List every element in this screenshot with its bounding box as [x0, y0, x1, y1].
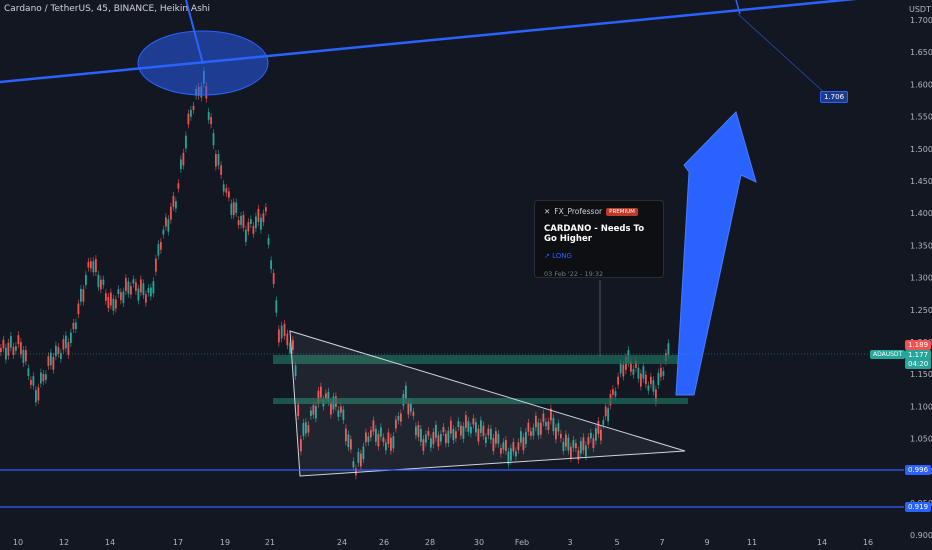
- time-tick-label: 28: [425, 538, 435, 547]
- high-price-label: 1.189: [905, 340, 932, 350]
- quote-currency-label: USDT: [909, 5, 931, 14]
- idea-date: 03 Feb '22 - 19:32: [544, 270, 604, 278]
- price-tick-label: 1.250: [910, 306, 932, 315]
- time-tick-label: 16: [863, 538, 873, 547]
- time-tick-label: 10: [13, 538, 23, 547]
- time-tick-label: 30: [474, 538, 484, 547]
- target-price-label: 1.706: [820, 91, 849, 103]
- price-tick-label: 1.100: [910, 402, 932, 411]
- price-tick-label: 1.300: [910, 274, 932, 283]
- price-tick-label: 0.900: [910, 531, 932, 540]
- chart-title: Cardano / TetherUS, 45, BINANCE, Heikin …: [4, 4, 210, 14]
- premium-badge: PREMIUM: [606, 207, 638, 216]
- time-tick-label: 12: [59, 538, 69, 547]
- idea-direction: ↗ LONG: [544, 252, 572, 260]
- price-tick-label: 1.600: [910, 80, 932, 89]
- symbol-label: ADAUSDT: [870, 350, 906, 359]
- time-tick-label: Feb: [515, 538, 529, 547]
- idea-card[interactable]: ✕ FX_Professor PREMIUM CARDANO - Needs T…: [534, 200, 664, 278]
- target-marker-line[interactable]: [735, 0, 741, 15]
- time-tick-label: 3: [567, 538, 572, 547]
- price-tick-label: 1.450: [910, 177, 932, 186]
- upward-arrow[interactable]: [675, 111, 757, 396]
- target-line[interactable]: [737, 13, 829, 97]
- time-tick-label: 17: [173, 538, 183, 547]
- author-avatar-icon: ✕: [544, 207, 551, 216]
- time-tick-label: 14: [817, 538, 827, 547]
- price-tick-label: 1.700: [910, 16, 932, 25]
- resistance-zone[interactable]: [273, 355, 678, 364]
- support-zone[interactable]: [273, 398, 688, 404]
- trend-up-icon: ↗: [544, 252, 550, 260]
- price-tick-label: 1.550: [910, 113, 932, 122]
- price-tick-label: 1.500: [910, 145, 932, 154]
- time-tick-label: 7: [659, 538, 664, 547]
- support-0996-label: 0.996: [905, 465, 932, 475]
- time-tick-label: 5: [614, 538, 619, 547]
- idea-headline[interactable]: CARDANO - Needs To Go Higher: [544, 224, 645, 244]
- peak-highlight-ellipse[interactable]: [137, 30, 269, 96]
- price-tick-label: 1.150: [910, 370, 932, 379]
- descending-triangle[interactable]: [289, 330, 686, 477]
- idea-author[interactable]: FX_Professor: [554, 207, 603, 216]
- time-tick-label: 19: [220, 538, 230, 547]
- time-tick-label: 26: [379, 538, 389, 547]
- countdown-label: 04:20: [905, 359, 932, 369]
- support-0919-label: 0.919: [905, 502, 932, 512]
- time-axis[interactable]: 10 12 14 17 19 21 24 26 28 30 Feb 3 5 7 9 11 14 16: [13, 538, 873, 547]
- price-tick-label: 1.650: [910, 48, 932, 57]
- time-tick-label: 9: [704, 538, 709, 547]
- time-tick-label: 11: [747, 538, 757, 547]
- time-tick-label: 21: [265, 538, 275, 547]
- current-price-label: 1.177: [905, 350, 932, 360]
- price-tick-label: 1.400: [910, 209, 932, 218]
- time-tick-label: 24: [337, 538, 347, 547]
- price-tick-label: 1.350: [910, 241, 932, 250]
- price-tick-label: 1.050: [910, 435, 932, 444]
- idea-author-row: ✕ FX_Professor PREMIUM: [544, 207, 654, 216]
- time-tick-label: 14: [105, 538, 115, 547]
